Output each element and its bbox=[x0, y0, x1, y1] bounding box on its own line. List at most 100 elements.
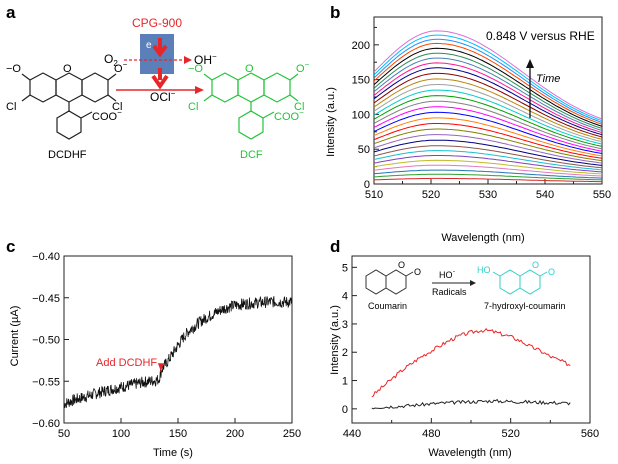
hydroxy-o: O bbox=[532, 260, 539, 270]
y-tick-label: 0 bbox=[364, 179, 370, 191]
x-tick-label: 520 bbox=[501, 428, 519, 440]
catalyst-label: CPG-900 bbox=[132, 16, 182, 30]
coumarin-o: O bbox=[398, 260, 405, 270]
x-tick-label: 50 bbox=[58, 428, 70, 440]
spectrum-line bbox=[374, 34, 602, 122]
x-tick-label: 100 bbox=[112, 428, 130, 440]
spectrum-line bbox=[374, 42, 602, 125]
dcdhf-label: DCDHF bbox=[48, 149, 87, 161]
y-tick-label: 1 bbox=[342, 376, 348, 388]
spectrum-line bbox=[374, 78, 602, 140]
dcdhf-o-bridge: O bbox=[63, 63, 72, 75]
dcf-o-bridge: O bbox=[245, 63, 254, 75]
y-tick-label: 150 bbox=[352, 75, 370, 87]
panel-d-ylabel: Intensity (a.u.) bbox=[329, 305, 341, 375]
reagent-bottom: Radicals bbox=[432, 287, 467, 297]
spectrum-line bbox=[374, 89, 602, 145]
reagent-top: HO· bbox=[439, 266, 456, 280]
hydroxy-ho: HO bbox=[477, 265, 491, 275]
o2-label: O2 bbox=[104, 52, 118, 68]
spectrum-line bbox=[374, 30, 602, 120]
y-tick-label: 0 bbox=[342, 404, 348, 416]
spectrum-line bbox=[374, 169, 602, 179]
x-tick-label: 480 bbox=[422, 428, 440, 440]
y-tick-label: 5 bbox=[342, 262, 348, 274]
hydroxycoumarin-spectrum bbox=[371, 328, 571, 398]
spectrum-line bbox=[374, 38, 602, 123]
coumarin-inset: O O Coumarin HO· Radicals HO O O 7-hydro… bbox=[365, 260, 566, 311]
hydroxy-carbonyl-o: O bbox=[548, 267, 555, 277]
reaction-arrowhead bbox=[195, 86, 204, 94]
spectrum-line bbox=[374, 62, 602, 134]
spectrum-line bbox=[374, 150, 602, 171]
x-tick-label: 520 bbox=[422, 189, 440, 201]
y-tick-label: −0.55 bbox=[32, 376, 60, 388]
spectrum-line bbox=[374, 67, 602, 136]
x-tick-label: 250 bbox=[283, 428, 301, 440]
dcf-coo: COO− bbox=[274, 108, 304, 123]
panel-c-frame bbox=[63, 255, 293, 424]
y-tick-label: −0.40 bbox=[32, 251, 60, 263]
spectrum-line bbox=[374, 84, 602, 143]
panel-a-letter: a bbox=[6, 3, 16, 22]
panel-d-xlabel: Wavelength (nm) bbox=[428, 447, 511, 459]
coumarin-spectrum bbox=[371, 398, 571, 410]
electron-arrow bbox=[152, 38, 168, 58]
y-tick-label: 50 bbox=[358, 144, 370, 156]
y-tick-label: 4 bbox=[342, 291, 348, 303]
spectrum-line bbox=[374, 139, 602, 166]
spectrum-line bbox=[374, 57, 602, 131]
spectrum-line bbox=[374, 173, 602, 181]
y-tick-label: 200 bbox=[352, 40, 370, 52]
dcf-cl-right: Cl bbox=[294, 101, 304, 113]
oh-label: OH− bbox=[194, 52, 217, 67]
y-tick-label: 2 bbox=[342, 347, 348, 359]
panel-c-xlabel: Time (s) bbox=[153, 447, 193, 459]
panel-b-annotation: 0.848 V versus RHE bbox=[486, 29, 595, 43]
ocl-label: OCl− bbox=[150, 89, 176, 104]
dcdhf-o-left: −O bbox=[6, 63, 21, 75]
x-tick-label: 200 bbox=[226, 428, 244, 440]
spectrum-line bbox=[374, 100, 602, 150]
dcf-o-left: −O bbox=[188, 63, 203, 75]
panel-d-letter: d bbox=[330, 237, 340, 256]
dcf-o-right: O− bbox=[296, 60, 310, 75]
dcdhf-cl-left: Cl bbox=[6, 101, 16, 113]
y-tick-label: 3 bbox=[342, 319, 348, 331]
y-tick-label: 100 bbox=[352, 109, 370, 121]
panel-c-annotation: Add DCDHF bbox=[96, 357, 157, 369]
dcf-structure bbox=[203, 72, 299, 140]
x-tick-label: 540 bbox=[536, 189, 554, 201]
spectrum-line bbox=[374, 72, 602, 138]
time-arrowhead bbox=[526, 59, 534, 68]
y-tick-label: −0.50 bbox=[32, 335, 60, 347]
y-tick-label: −0.45 bbox=[32, 293, 60, 305]
spectrum-line bbox=[374, 111, 602, 154]
spectrum-line bbox=[374, 47, 602, 127]
coumarin-structure bbox=[365, 269, 414, 295]
catalyst-box bbox=[140, 34, 174, 74]
electron-label: e bbox=[146, 40, 152, 51]
panel-c: c Add DCDHF Time (s) Current (µA) 50 100 1… bbox=[6, 237, 301, 459]
coumarin-carbonyl-o: O bbox=[414, 267, 421, 277]
dcdhf-structure bbox=[21, 72, 117, 140]
spectrum-line bbox=[374, 95, 602, 147]
add-arrowhead bbox=[157, 363, 164, 372]
panel-c-ylabel: Current (µA) bbox=[9, 306, 21, 367]
spectrum-line bbox=[374, 128, 602, 162]
spectrum-line bbox=[374, 134, 602, 164]
spectrum-line bbox=[374, 164, 602, 177]
hydroxycoumarin-structure bbox=[492, 269, 548, 295]
spectrum-line bbox=[374, 159, 602, 175]
ocl-arrow bbox=[151, 68, 169, 90]
panel-b-xlabel: Wavelength (nm) bbox=[441, 232, 524, 244]
panel-a: a CPG-900 e O2 OH− OCl− −O O bbox=[6, 3, 310, 161]
spectrum-line bbox=[374, 145, 602, 169]
x-tick-label: 150 bbox=[169, 428, 187, 440]
x-tick-label: 440 bbox=[343, 428, 361, 440]
hydroxycoumarin-label: 7-hydroxyl-coumarin bbox=[484, 301, 566, 311]
dcdhf-cl-right: Cl bbox=[112, 101, 122, 113]
x-tick-label: 530 bbox=[479, 189, 497, 201]
y-tick-label: −0.60 bbox=[32, 418, 60, 430]
panel-b-ylabel: Intensity (a.u.) bbox=[325, 87, 337, 157]
